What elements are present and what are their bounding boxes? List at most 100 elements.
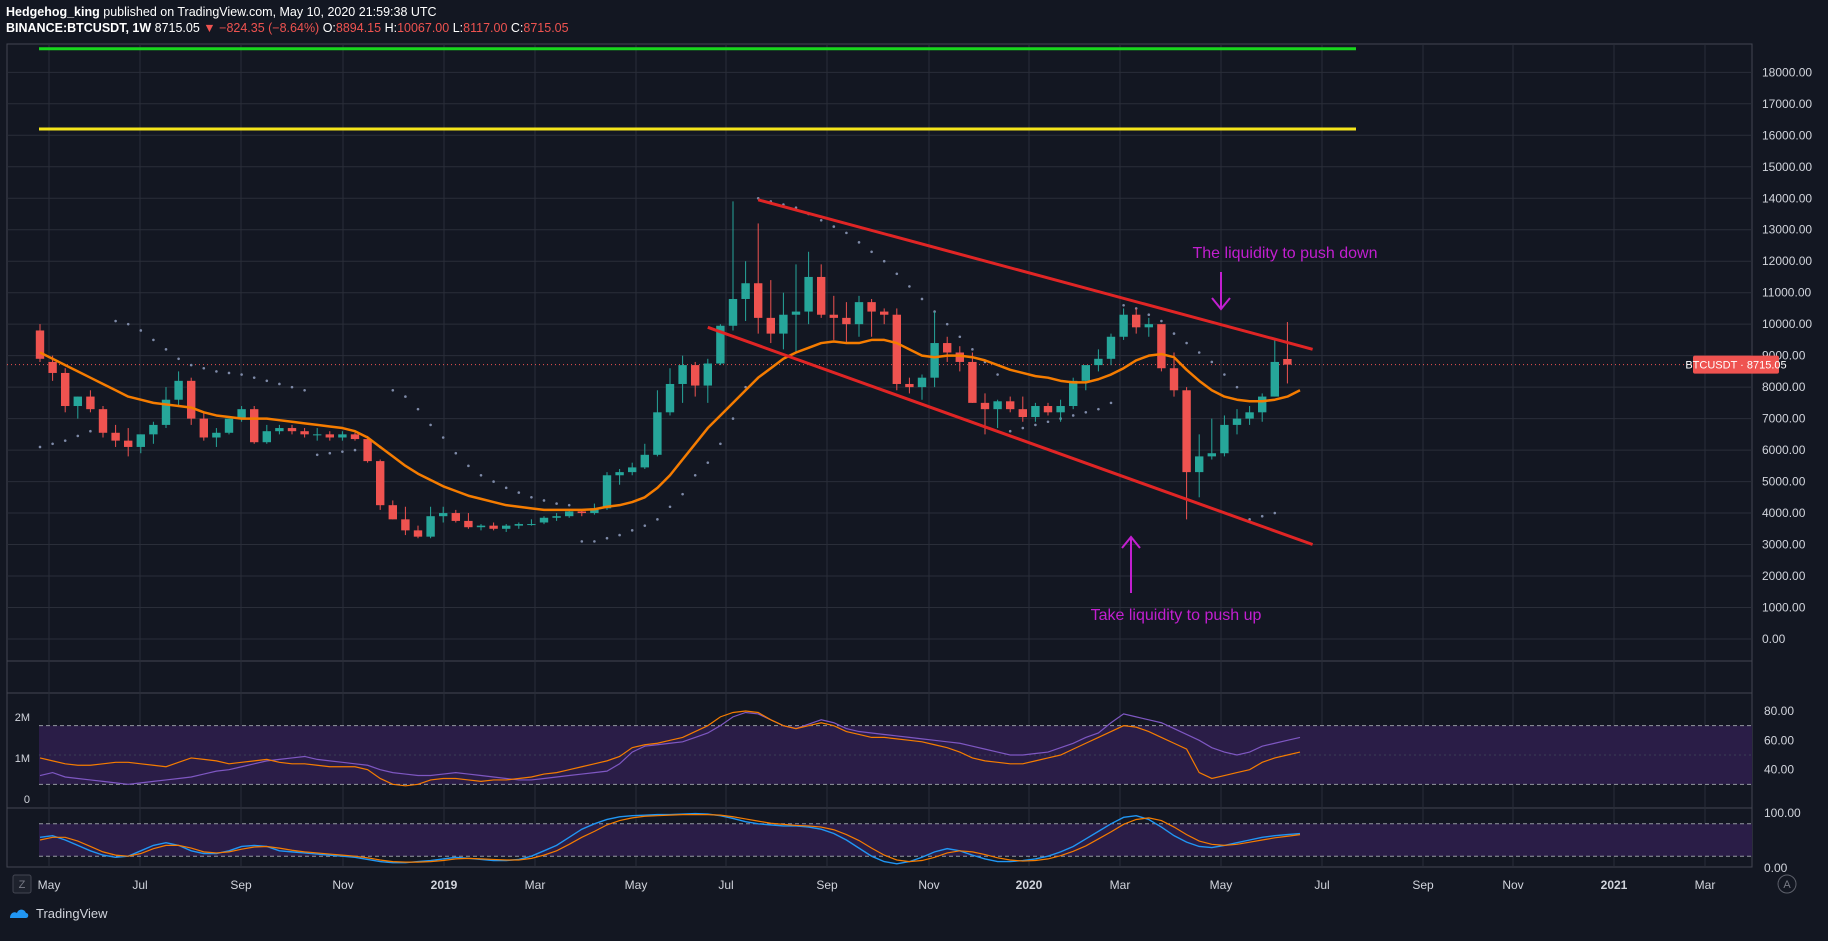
x-tick-label: Mar xyxy=(525,878,546,892)
y-tick-label: 4000.00 xyxy=(1762,506,1806,520)
candle-body xyxy=(401,519,410,531)
x-tick-label: Sep xyxy=(816,878,838,892)
candle-body xyxy=(1182,390,1191,473)
candle-body xyxy=(224,418,234,433)
psar-dot xyxy=(719,442,722,446)
psar-dot xyxy=(152,338,155,342)
author-name[interactable]: Hedgehog_king xyxy=(6,5,100,19)
candle-body xyxy=(514,524,523,526)
psar-dot xyxy=(1071,414,1075,417)
psar-dot xyxy=(467,464,470,468)
candle-body xyxy=(1094,358,1103,366)
open-value: 8894.15 xyxy=(335,21,382,35)
candle-body xyxy=(1157,324,1166,369)
brand-label[interactable]: TradingView xyxy=(36,906,108,921)
psar-dot xyxy=(89,429,92,433)
candle-body xyxy=(980,402,990,410)
candle-body xyxy=(527,524,536,526)
psar-dot xyxy=(164,348,168,351)
candle-body xyxy=(577,511,586,514)
y-tick-label: 8000.00 xyxy=(1762,380,1806,394)
psar-dot xyxy=(227,371,231,375)
candle-body xyxy=(665,383,675,413)
auto-scale-button xyxy=(1777,874,1797,894)
symbol-label[interactable]: BINANCE:BTCUSDT, 1W xyxy=(6,21,152,35)
annotation-push-up: Take liquidity to push up xyxy=(1091,607,1262,624)
indicator-line-a xyxy=(39,711,1301,785)
psar-dot xyxy=(517,491,521,494)
close-value: 8715.05 xyxy=(523,21,569,35)
y-tick-label: 6000.00 xyxy=(1762,443,1806,457)
stoch-band xyxy=(39,823,1752,857)
psar-dot xyxy=(593,540,596,543)
candle-body xyxy=(955,352,964,362)
y-tick-label: 1000.00 xyxy=(1762,600,1806,614)
candle-body xyxy=(754,283,763,318)
candle-body xyxy=(993,401,1002,410)
stoch-axis-label: 0.00 xyxy=(1764,861,1788,875)
y-tick-label: 18000.00 xyxy=(1762,65,1812,79)
psar-dot xyxy=(1097,407,1100,411)
psar-dot xyxy=(1248,518,1251,521)
candle-body xyxy=(1245,412,1254,419)
psar-dot xyxy=(567,503,571,507)
psar-dot xyxy=(177,357,180,361)
psar-dot xyxy=(303,388,306,392)
candle-body xyxy=(1283,358,1292,365)
psar-dot xyxy=(945,322,949,326)
trend-channel-line xyxy=(707,325,1314,546)
candle-body xyxy=(1144,324,1153,328)
candle-body xyxy=(502,525,511,529)
ema-line xyxy=(39,338,1301,512)
y-tick-label: 14000.00 xyxy=(1762,191,1812,205)
volume-axis-label: 2M xyxy=(15,712,30,724)
candle-body xyxy=(439,513,448,517)
candle-body xyxy=(943,343,952,353)
candle-body xyxy=(1119,314,1128,337)
candle-body xyxy=(275,428,284,432)
candle-body xyxy=(703,363,712,386)
candle-body xyxy=(111,432,120,441)
psar-dot xyxy=(341,450,344,453)
candle-body xyxy=(817,276,826,315)
indicator-line-b xyxy=(39,710,1301,787)
candle-body xyxy=(174,380,183,400)
tradingview-logo-icon[interactable] xyxy=(8,907,30,921)
candle-body xyxy=(73,396,82,407)
psar-dot xyxy=(1197,351,1201,354)
candle-body xyxy=(716,325,725,364)
candle-body xyxy=(451,513,460,521)
psar-dot xyxy=(1223,373,1226,376)
price-change: ▼ −824.35 (−8.64%) xyxy=(203,21,320,35)
psar-dot xyxy=(996,373,999,376)
psar-dot xyxy=(542,499,546,502)
candle-body xyxy=(602,475,612,509)
x-tick-label: Nov xyxy=(1502,878,1523,892)
candle-body xyxy=(464,520,473,528)
price-badge-label: BTCUSDT · 8715.05 xyxy=(1685,360,1786,372)
psar-dot xyxy=(51,442,54,446)
indicator-axis-label: 40.00 xyxy=(1764,763,1794,777)
psar-dot xyxy=(530,496,533,499)
candle-body xyxy=(413,530,423,537)
psar-dot xyxy=(278,382,281,386)
psar-dot xyxy=(1147,313,1151,317)
psar-dot xyxy=(971,348,974,351)
candle-body xyxy=(250,409,259,443)
psar-dot xyxy=(76,434,80,438)
x-tick-label: Jul xyxy=(718,878,733,892)
candle-body xyxy=(388,505,397,520)
candle-body xyxy=(98,409,108,433)
y-tick-label: 7000.00 xyxy=(1762,412,1806,426)
psar-dot xyxy=(1122,303,1125,307)
x-tick-label: May xyxy=(625,878,648,892)
psar-dot xyxy=(845,231,848,235)
psar-dot xyxy=(1008,429,1012,433)
candle-body xyxy=(376,461,385,506)
candle-body xyxy=(615,472,624,476)
candle-body xyxy=(363,439,372,462)
candle-body xyxy=(48,361,57,373)
psar-dot xyxy=(1021,426,1025,430)
x-tick-label: Sep xyxy=(230,878,252,892)
